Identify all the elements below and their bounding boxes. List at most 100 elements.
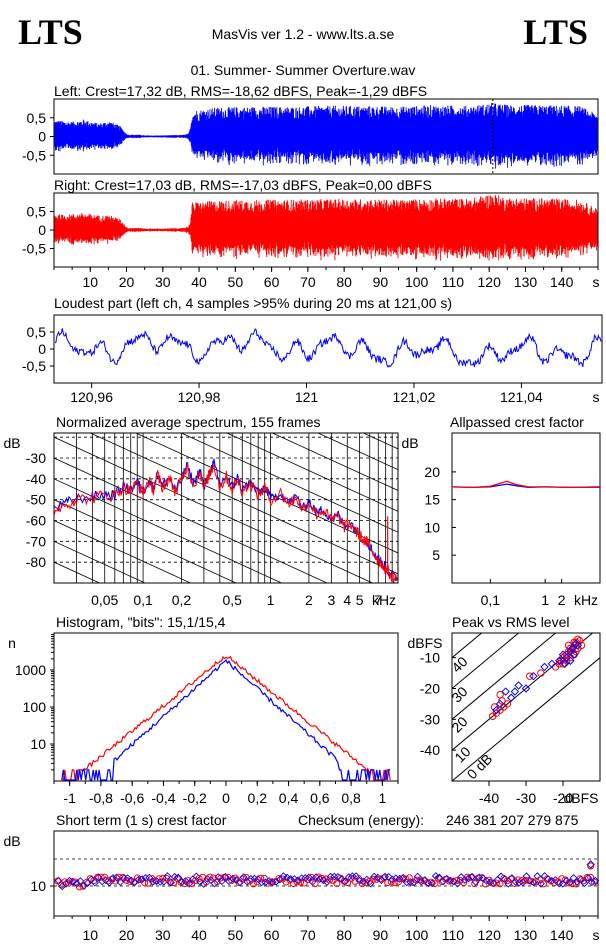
histogram-xtick-label: -0,2: [183, 790, 207, 806]
peak-rms-blue-point: [571, 639, 581, 648]
right-xtick-label: 120: [478, 274, 502, 290]
short-crest-blue-point: [272, 877, 281, 886]
spectrum-slope-line: [54, 457, 328, 583]
short-crest-blue-point: [101, 876, 110, 885]
histogram-xtick-label: 0,2: [248, 790, 268, 806]
crest-line-red: [451, 480, 600, 489]
short-crest-blue-point: [167, 878, 175, 887]
spectrum-xtick-label: 2: [305, 592, 313, 608]
loudest-xtick-label: 120,98: [178, 389, 221, 405]
short-crest-blue-point: [90, 878, 99, 887]
short-crest-blue-point: [148, 877, 157, 886]
short-crest-blue-point: [518, 878, 527, 887]
short-crest-red-point: [387, 878, 395, 886]
short-crest-red-point: [264, 879, 272, 887]
right-xtick-label: 100: [405, 274, 429, 290]
crest-frame: [451, 432, 601, 584]
short-crest-red-point: [112, 877, 120, 885]
lts-logo-right: LTS: [523, 12, 588, 52]
left-waveform-ytick-label: -0,5: [22, 147, 46, 163]
spectrum-slope-line: [54, 478, 283, 583]
spectrum-frame: [53, 432, 399, 584]
short-crest-red-point: [326, 876, 334, 884]
right-xtick-label: 60: [264, 274, 280, 290]
peak-rms-plot-area: [452, 633, 600, 781]
spectrum-slope-line: [180, 433, 398, 533]
histogram-ytick-label: 100: [23, 699, 47, 715]
peak-rms-blue-point: [501, 687, 510, 696]
short-crest-red-point: [460, 879, 468, 887]
histogram-ylabel: n: [8, 635, 16, 651]
crest-ytick-label: 20: [424, 464, 440, 480]
short-crest-blue-point: [181, 877, 190, 886]
right-xtick-label: 50: [228, 274, 244, 290]
short-crest-blue-point: [587, 878, 596, 887]
peak-rms-ytick-label: -30: [420, 711, 440, 727]
spectrum-x-unit: kHz: [372, 592, 396, 608]
short-crest-blue-point: [468, 872, 477, 881]
peak-rms-blue-point: [555, 656, 564, 665]
peak-rms-ytick-label: -20: [420, 681, 440, 697]
crest-ylabel: dB: [401, 435, 418, 451]
short-crest-red-point: [391, 879, 399, 887]
spectrum-slope-line: [54, 625, 398, 783]
peak-rms-red-point: [490, 703, 499, 711]
short-crest-red-point: [503, 877, 511, 885]
short-crest-red-point: [253, 878, 261, 886]
short-crest-ylabel: dB: [3, 833, 20, 849]
short-crest-red-point: [521, 876, 529, 884]
short-crest-red-point: [514, 876, 522, 884]
histogram-xtick-label: -0,6: [120, 790, 144, 806]
crest-x-unit: kHz: [574, 592, 598, 608]
short-crest-red-point: [587, 862, 595, 870]
short-crest-red-point: [311, 880, 319, 888]
spectrum-slope-line: [54, 540, 146, 583]
short-crest-blue-point: [105, 878, 114, 887]
short-crest-red-point: [540, 880, 548, 888]
right-waveform-ytick-label: 0,5: [27, 204, 47, 220]
histogram-xtick-label: -0,4: [151, 790, 175, 806]
loudest-ytick-label: -0,5: [22, 358, 46, 374]
short-crest-xtick-label: 10: [82, 927, 98, 943]
short-crest-xtick-label: 80: [336, 927, 352, 943]
peak-rms-ytick-label: -40: [420, 742, 440, 758]
peak-rms-diagonal: [452, 633, 557, 720]
loudest-part-frame: [53, 314, 603, 384]
short-crest-blue-point: [449, 877, 458, 886]
peak-rms-diag-label: 10: [451, 743, 473, 765]
short-crest-blue-point: [312, 873, 321, 882]
peak-rms-title: Peak vs RMS level: [452, 614, 570, 630]
short-crest-blue-point: [221, 872, 230, 881]
short-crest-red-point: [496, 880, 504, 888]
short-crest-red-point: [282, 878, 290, 886]
spectrum-slope-line: [54, 729, 398, 887]
short-crest-blue-point: [185, 879, 194, 888]
spectrum-slope-line: [54, 791, 398, 946]
short-crest-blue-point: [580, 879, 589, 888]
histogram-ytick-label: 1000: [15, 662, 46, 678]
loudest-ytick-label: 0,5: [27, 324, 47, 340]
short-crest-blue-point: [261, 878, 270, 887]
short-crest-red-point: [257, 874, 265, 882]
short-crest-blue-point: [504, 879, 513, 888]
spectrum-title: Normalized average spectrum, 155 frames: [56, 414, 321, 430]
spectrum-ytick-label: -30: [26, 450, 46, 466]
short-crest-xtick-label: 120: [478, 927, 502, 943]
spectrum-xtick-label: 3: [327, 592, 335, 608]
short-crest-blue-point: [464, 874, 473, 883]
spectrum-right-line: [54, 464, 398, 583]
short-crest-xtick-label: 50: [228, 927, 244, 943]
left-waveform-title: Left: Crest=17,32 dB, RMS=-18,62 dBFS, P…: [54, 83, 428, 99]
peak-rms-ylabel: dBFS: [407, 635, 442, 651]
right-waveform-title: Right: Crest=17,03 dB, RMS=-17,03 dBFS, …: [54, 177, 432, 193]
short-crest-red-point: [289, 880, 297, 888]
spectrum-slope-line: [54, 436, 374, 583]
crest-xtick-label: 2: [558, 592, 566, 608]
peak-rms-xtick-label: -20: [553, 790, 573, 806]
peak-rms-xtick-label: -30: [516, 790, 536, 806]
left-waveform-ytick-label: 0,5: [27, 110, 47, 126]
short-crest-blue-point: [424, 879, 433, 888]
loudest-xtick-label: 120,96: [70, 389, 113, 405]
spectrum-plot-area: [54, 433, 398, 946]
